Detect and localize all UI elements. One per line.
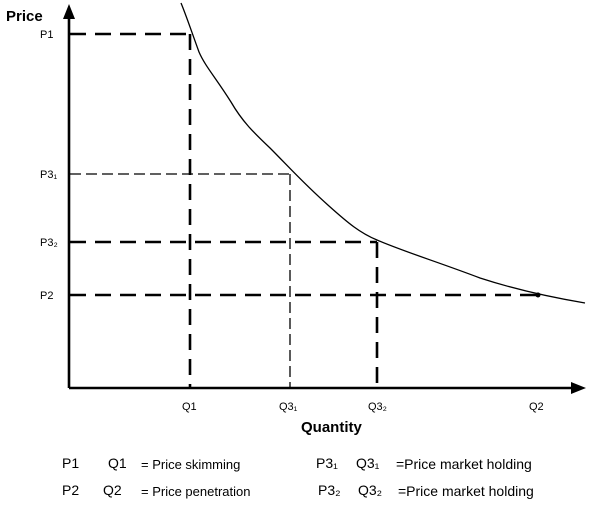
- x-axis-arrow: [571, 382, 586, 394]
- legend: P1 Q1 = Price skimming P3₁ Q3₁ =Price ma…: [62, 455, 534, 499]
- legend-p3-1: P3₁: [316, 455, 338, 471]
- demand-curve: [180, 2, 586, 304]
- y-axis-title: Price: [6, 8, 43, 25]
- legend-p2: P2: [62, 482, 79, 498]
- legend-penetration-text: = Price penetration: [141, 484, 250, 499]
- legend-p3-2: P3₂: [318, 482, 341, 498]
- p3-1-label: P3₁: [40, 169, 57, 181]
- y-axis-arrow: [63, 4, 75, 19]
- x-axis-title: Quantity: [301, 419, 362, 436]
- p3-2-label: P3₂: [40, 237, 58, 249]
- legend-skimming-text: = Price skimming: [141, 457, 240, 472]
- q3-1-label: Q3₁: [279, 401, 298, 413]
- p1-label: P1: [40, 29, 53, 41]
- legend-holding-text-1: =Price market holding: [396, 456, 532, 472]
- legend-q2: Q2: [103, 482, 122, 498]
- legend-q1: Q1: [108, 455, 127, 471]
- q2-curve-point: [535, 292, 541, 298]
- q1-label: Q1: [182, 401, 197, 413]
- q2-label: Q2: [529, 401, 544, 413]
- p2-label: P2: [40, 290, 53, 302]
- legend-p1: P1: [62, 455, 79, 471]
- legend-holding-text-2: =Price market holding: [398, 483, 534, 499]
- q3-2-label: Q3₂: [368, 401, 387, 413]
- legend-q3-2: Q3₂: [358, 482, 382, 498]
- legend-q3-1: Q3₁: [356, 455, 380, 471]
